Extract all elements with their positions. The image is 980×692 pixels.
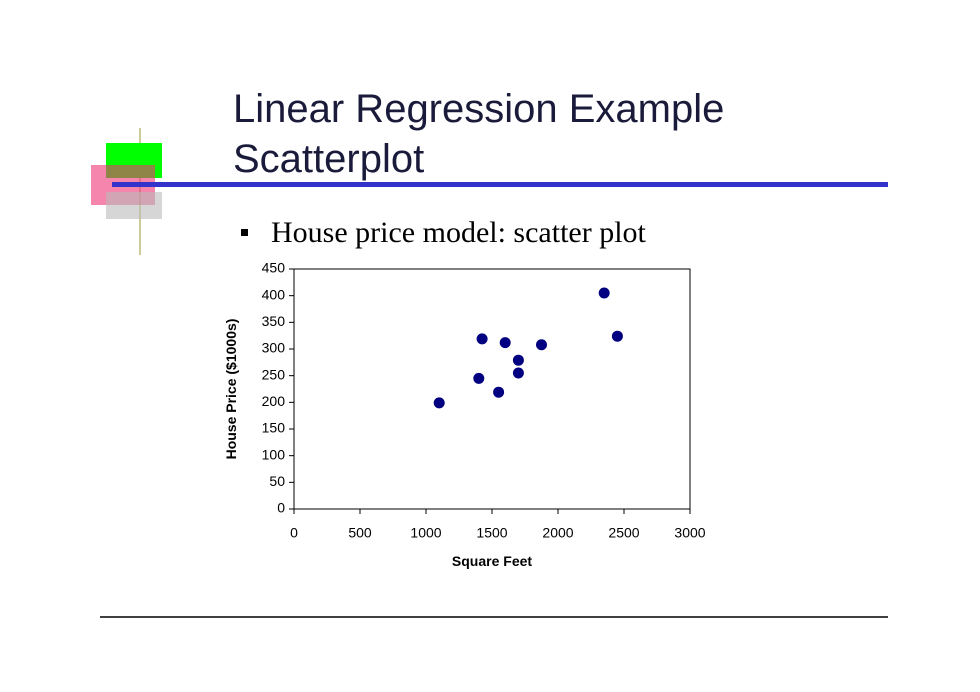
x-tick-label: 1500 xyxy=(476,525,507,541)
point xyxy=(476,333,488,345)
point xyxy=(536,339,547,351)
y-tick-label: 100 xyxy=(262,446,286,462)
y-tick-label: 250 xyxy=(262,366,286,382)
y-tick-label: 450 xyxy=(262,260,286,276)
y-tick-label: 300 xyxy=(262,340,286,356)
x-tick-label: 500 xyxy=(348,525,372,541)
x-axis-label: Square Feet xyxy=(452,553,532,569)
title-rule xyxy=(112,182,888,187)
y-tick-label: 50 xyxy=(269,473,285,489)
x-tick-label: 2000 xyxy=(542,525,573,541)
y-axis-label: House Price ($1000s) xyxy=(223,319,239,460)
bullet-text: House price model: scatter plot xyxy=(271,216,647,249)
point xyxy=(433,397,445,409)
y-tick-label: 0 xyxy=(277,500,285,516)
point xyxy=(512,354,524,366)
x-tick-label: 2500 xyxy=(608,525,639,541)
y-tick-label: 400 xyxy=(262,286,286,302)
slide-title: Linear Regression Example xyxy=(233,87,724,131)
point xyxy=(611,330,623,342)
y-tick-label: 200 xyxy=(262,393,286,409)
y-tick-label: 150 xyxy=(262,420,286,436)
x-tick-label: 0 xyxy=(290,525,298,541)
point xyxy=(598,287,610,299)
bullet-marker xyxy=(241,229,248,236)
decor-grey xyxy=(106,192,162,219)
point xyxy=(512,367,524,379)
x-tick-label: 1000 xyxy=(410,525,441,541)
y-tick-label: 350 xyxy=(262,313,286,329)
point xyxy=(499,337,511,349)
point xyxy=(473,372,485,384)
slide-title: Scatterplot xyxy=(233,137,424,181)
x-tick-label: 3000 xyxy=(674,525,705,541)
point xyxy=(493,386,505,398)
